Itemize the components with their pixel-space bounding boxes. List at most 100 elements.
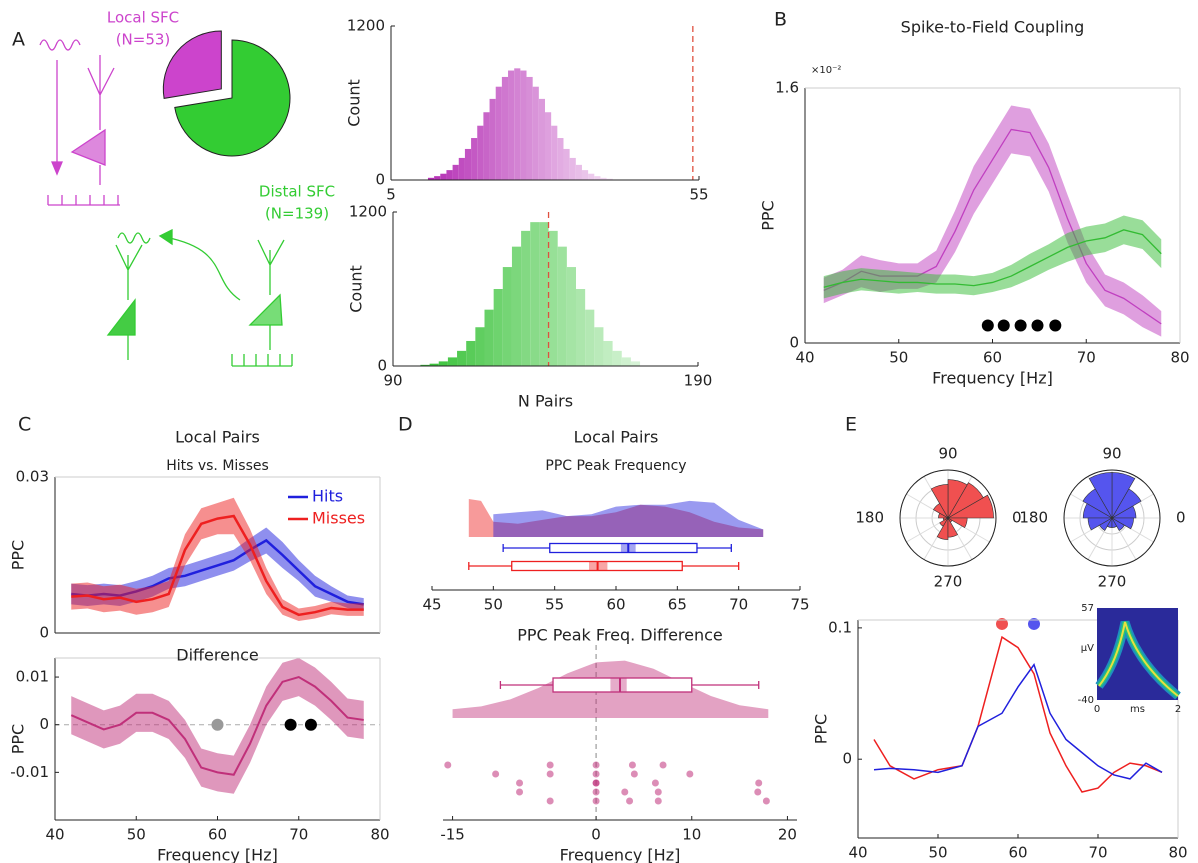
x-tick-label: 75 [790, 596, 809, 614]
chart-title: Local Pairs [175, 428, 260, 447]
y-tick-label: 0.03 [16, 468, 49, 486]
significance-marker [304, 718, 317, 731]
pie-label: Local SFC [107, 9, 179, 27]
data-point [755, 779, 763, 787]
x-tick-label: 20 [778, 826, 797, 844]
histogram-bar [493, 289, 503, 366]
x-axis-label: Frequency [Hz] [157, 846, 278, 863]
x-tick-label: 90 [383, 372, 402, 390]
x-axis-label: N Pairs [518, 392, 573, 411]
data-point [651, 779, 659, 787]
angle-tick-label: 90 [938, 445, 957, 463]
y-axis-label: PPC [9, 540, 28, 570]
histogram-bar [483, 112, 490, 180]
histogram-bar [551, 125, 558, 180]
histogram-bar [495, 86, 502, 180]
histogram-bar [545, 112, 552, 180]
y-axis-label: PPC [759, 200, 778, 230]
angle-tick-label: 270 [1098, 573, 1127, 591]
polar-frame [1063, 469, 1161, 567]
x-tick-label: 55 [545, 596, 564, 614]
series-line [873, 663, 1163, 780]
polar-bar [1110, 517, 1134, 530]
chart-subtitle: PPC Peak Frequency [545, 458, 686, 474]
polar-bar [946, 494, 994, 519]
x-tick-label: 65 [668, 596, 687, 614]
y-tick-label: 1.6 [775, 79, 799, 97]
inset-trace [1098, 621, 1179, 697]
y-scale-label: ×10⁻² [811, 65, 841, 76]
x-tick-label: 50 [889, 349, 908, 367]
x-tick-label: 40 [848, 844, 867, 862]
polar-bar [1082, 503, 1114, 519]
panel-label: C [18, 414, 31, 436]
pie-label: Distal SFC [259, 183, 335, 201]
histogram-bar [566, 267, 576, 366]
panel-label: A [12, 29, 25, 51]
data-point [444, 761, 452, 769]
significance-marker [1049, 319, 1062, 332]
histogram-bar [563, 148, 570, 180]
histogram-bar [420, 364, 430, 366]
histogram-bar [457, 350, 467, 366]
data-point [592, 779, 600, 787]
histogram-bar [429, 363, 439, 366]
x-tick-label: 50 [484, 596, 503, 614]
polar-bar [936, 516, 949, 540]
histogram-bar [594, 327, 604, 366]
polar-bar [947, 516, 959, 538]
significance-marker [284, 718, 297, 731]
y-tick-label: 0 [377, 357, 387, 375]
angle-tick-label: 90 [1102, 445, 1121, 463]
histogram-bar [557, 246, 567, 366]
data-point [516, 788, 524, 796]
series-line [823, 229, 1162, 288]
histogram-bar [532, 86, 539, 180]
y-tick-label: -0.01 [10, 763, 49, 781]
error-band [71, 497, 364, 622]
series-line [71, 514, 364, 617]
x-tick-label: 80 [1170, 349, 1189, 367]
y-tick-label: 1200 [347, 17, 385, 35]
significance-marker [981, 319, 994, 332]
histogram-bar [489, 98, 496, 180]
angle-tick-label: 180 [855, 509, 884, 527]
y-tick-label: 1200 [349, 203, 387, 221]
histogram-bar [502, 267, 512, 366]
x-tick-label: 50 [127, 826, 146, 844]
polar-bar [946, 517, 968, 529]
inset-x-tick-label: 0 [1094, 704, 1100, 715]
x-tick-label: 60 [1008, 844, 1027, 862]
distal-neurons [106, 228, 293, 367]
histogram-bar [501, 76, 509, 180]
histogram-bar [521, 230, 531, 366]
histogram-bar [458, 157, 465, 180]
x-tick-label: 80 [370, 826, 389, 844]
histogram-bar [440, 173, 447, 180]
data-point [654, 797, 662, 805]
x-tick-label: 10 [682, 826, 701, 844]
data-point [659, 761, 667, 769]
data-point [546, 797, 554, 805]
polar-frame [899, 469, 997, 567]
x-tick-label: 70 [289, 826, 308, 844]
significance-marker [1028, 617, 1040, 630]
chart-subtitle: Hits vs. Misses [166, 458, 269, 474]
panel-label: E [845, 414, 857, 436]
density-area [493, 500, 764, 537]
data-point [621, 788, 629, 796]
y-tick-label: 0 [39, 624, 49, 642]
x-tick-label: 45 [422, 596, 441, 614]
histogram-bar [484, 309, 494, 366]
polar-bar [1087, 517, 1114, 531]
polar-bar [947, 479, 968, 520]
data-point [592, 770, 600, 778]
histogram-bar [630, 361, 641, 366]
data-point [626, 797, 634, 805]
legend-label: Hits [312, 487, 343, 506]
histogram-bar [434, 176, 441, 180]
histogram-bar [438, 361, 448, 366]
box [549, 542, 698, 554]
y-tick-label: 0 [39, 715, 49, 733]
